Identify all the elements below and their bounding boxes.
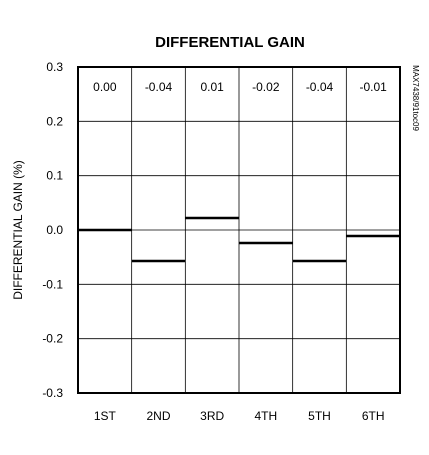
- data-label: -0.04: [306, 80, 334, 94]
- y-axis-label: DIFFERENTIAL GAIN (%): [11, 160, 25, 300]
- x-tick-label: 2ND: [146, 409, 170, 423]
- y-tick-label: -0.2: [42, 332, 63, 346]
- x-tick-label: 5TH: [308, 409, 331, 423]
- data-label: -0.01: [359, 80, 387, 94]
- chart-title: DIFFERENTIAL GAIN: [155, 34, 305, 51]
- data-label: -0.02: [252, 80, 280, 94]
- x-tick-label: 4TH: [254, 409, 277, 423]
- data-label: 0.01: [200, 80, 224, 94]
- y-tick-label: 0.0: [46, 223, 63, 237]
- y-tick-label: 0.2: [46, 114, 63, 128]
- y-tick-label: -0.3: [42, 386, 63, 400]
- grid-lines: [78, 66, 400, 394]
- x-tick-labels: 1ST 2ND 3RD 4TH 5TH 6TH: [94, 409, 385, 423]
- y-tick-labels: 0.3 0.2 0.1 0.0 -0.1 -0.2 -0.3: [42, 60, 63, 400]
- figure-id-label: MAX7438/91toc09: [411, 65, 420, 131]
- y-tick-label: 0.1: [46, 169, 63, 183]
- data-labels: 0.00 -0.04 0.01 -0.02 -0.04 -0.01: [93, 80, 387, 94]
- x-tick-label: 3RD: [200, 409, 224, 423]
- x-tick-label: 6TH: [362, 409, 385, 423]
- data-label: -0.04: [145, 80, 173, 94]
- data-label: 0.00: [93, 80, 117, 94]
- y-tick-label: -0.1: [42, 277, 63, 291]
- x-tick-label: 1ST: [94, 409, 117, 423]
- y-tick-label: 0.3: [46, 60, 63, 74]
- data-segments: [78, 216, 400, 263]
